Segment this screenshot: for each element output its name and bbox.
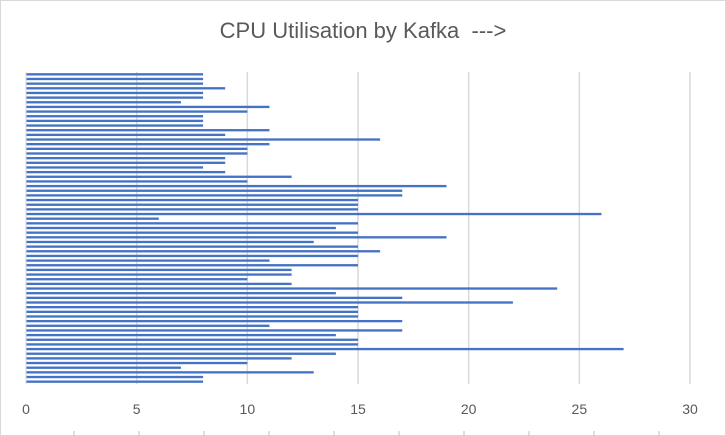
bar xyxy=(26,198,358,202)
bar xyxy=(26,217,159,220)
bar xyxy=(26,306,358,309)
bar xyxy=(26,338,358,341)
bar xyxy=(26,147,248,150)
bar xyxy=(26,352,336,355)
bar xyxy=(26,315,358,318)
bar xyxy=(26,73,204,76)
bar xyxy=(26,319,403,323)
bar xyxy=(26,287,558,290)
bar xyxy=(26,170,226,174)
x-tick-label: 10 xyxy=(240,401,256,417)
bar xyxy=(26,156,226,160)
bar xyxy=(26,96,204,99)
bar xyxy=(26,324,270,327)
bar xyxy=(26,82,204,85)
bar xyxy=(26,296,403,300)
x-tick-label: 30 xyxy=(682,401,698,417)
bar xyxy=(26,329,403,332)
bar xyxy=(26,115,204,118)
bar xyxy=(26,161,226,164)
bar xyxy=(26,245,358,248)
bar xyxy=(26,124,204,127)
bar xyxy=(26,380,204,383)
bar xyxy=(26,212,602,216)
x-tick-label: 20 xyxy=(461,401,477,417)
bar xyxy=(26,105,270,109)
bar xyxy=(26,254,358,258)
bar xyxy=(26,226,336,230)
bar xyxy=(26,110,248,113)
bar xyxy=(26,366,181,369)
bar xyxy=(26,310,358,313)
bar xyxy=(26,236,447,239)
bar xyxy=(26,189,403,192)
bar xyxy=(26,375,204,379)
bar xyxy=(26,119,204,123)
bar xyxy=(26,184,447,188)
bar xyxy=(26,152,248,155)
bar xyxy=(26,333,336,337)
bar xyxy=(26,133,226,137)
bar xyxy=(26,222,358,225)
bar xyxy=(26,268,292,272)
bar xyxy=(26,343,358,346)
bar xyxy=(26,240,314,244)
bar xyxy=(26,180,248,183)
bar xyxy=(26,357,292,360)
bar xyxy=(26,166,204,169)
bar xyxy=(26,282,292,286)
bar xyxy=(26,301,513,304)
bar xyxy=(26,347,624,351)
bar xyxy=(26,231,358,234)
bar xyxy=(26,264,358,267)
x-tick-label: 0 xyxy=(22,401,30,417)
bar xyxy=(26,101,181,104)
bar xyxy=(26,292,336,295)
bar xyxy=(26,77,204,81)
bar xyxy=(26,250,381,253)
bar xyxy=(26,208,358,211)
bar xyxy=(26,361,248,365)
bar xyxy=(26,91,204,95)
bar xyxy=(26,129,270,132)
bar xyxy=(26,278,248,281)
bar xyxy=(26,143,270,146)
bar xyxy=(26,259,270,262)
bar xyxy=(26,371,314,374)
x-tick-label: 5 xyxy=(133,401,141,417)
bar xyxy=(26,194,403,197)
chart-title: CPU Utilisation by Kafka ---> xyxy=(219,18,507,43)
bar xyxy=(26,203,358,206)
bar xyxy=(26,175,292,178)
x-tick-label: 25 xyxy=(572,401,588,417)
x-tick-label: 15 xyxy=(350,401,366,417)
bar xyxy=(26,138,381,141)
bar xyxy=(26,87,226,90)
bar xyxy=(26,273,292,276)
